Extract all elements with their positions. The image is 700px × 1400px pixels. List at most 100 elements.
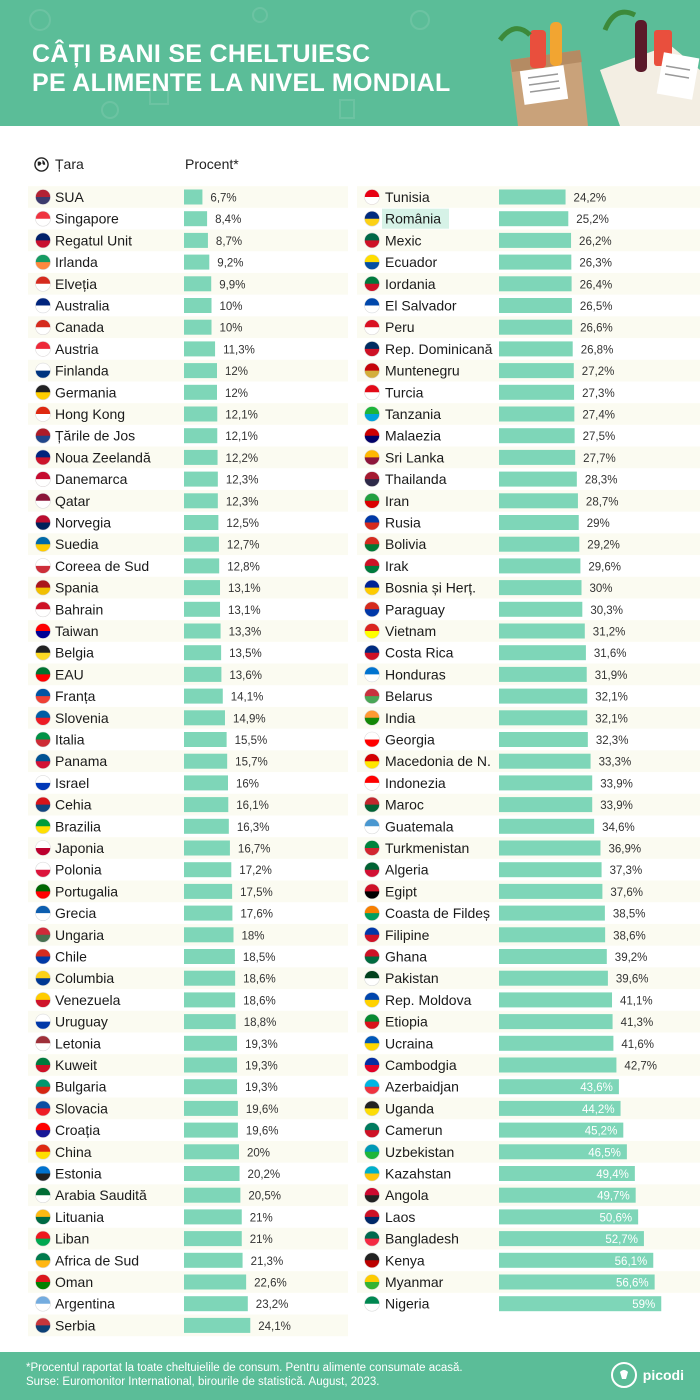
value-label: 17,5% <box>240 887 273 899</box>
flag-icon-lower <box>364 587 380 596</box>
value-bar <box>499 1079 619 1095</box>
country-name: Turcia <box>385 384 424 400</box>
value-label: 33,3% <box>599 757 632 769</box>
value-bar <box>499 905 605 921</box>
country-name: Coasta de Fildeș <box>385 905 490 921</box>
flag-icon-outline <box>35 514 51 531</box>
country-name: Tunisia <box>385 189 430 205</box>
country-name: Peru <box>385 319 415 335</box>
flag-icon-outline <box>364 254 380 270</box>
country-name: Etiopia <box>385 1014 428 1030</box>
value-label: 19,3% <box>245 1039 278 1051</box>
flag-icon-lower <box>364 761 380 769</box>
flag-icon-outline <box>35 427 51 444</box>
flag-icon-outline <box>364 818 380 835</box>
country-name: Letonia <box>55 1035 101 1051</box>
flag-icon-lower <box>364 913 380 921</box>
country-name: Qatar <box>55 493 90 509</box>
flag-icon-lower <box>35 197 51 205</box>
value-bar <box>184 1274 247 1290</box>
value-bar <box>499 471 577 487</box>
footnote: *Procentul raportat la toate cheltuielil… <box>26 1362 463 1374</box>
flag-icon-lower <box>364 457 380 465</box>
country-name: Taiwan <box>55 623 99 639</box>
flag-icon-outline <box>35 644 51 661</box>
flag-icon-lower <box>364 848 380 856</box>
flag-icon-outline <box>35 905 51 921</box>
flag-icon-lower <box>364 1195 380 1203</box>
value-bar <box>184 363 217 379</box>
value-label: 16,1% <box>236 800 269 812</box>
value-label: 29,2% <box>587 540 620 552</box>
value-bar <box>499 1057 617 1073</box>
value-label: 18,6% <box>243 974 276 986</box>
value-bar <box>184 1079 238 1095</box>
flag-icon-lower <box>35 869 51 878</box>
country-name: Portugalia <box>55 883 118 899</box>
value-label: 18,5% <box>243 952 276 964</box>
flag-icon-outline <box>35 926 51 943</box>
value-label: 30% <box>590 583 613 595</box>
flag-icon-outline <box>35 319 51 336</box>
flag-icon-lower <box>364 392 380 400</box>
flag-icon-outline <box>35 1013 51 1030</box>
country-name: Regatul Unit <box>55 232 132 248</box>
country-name: Danemarca <box>55 471 128 487</box>
country-name: Ghana <box>385 949 427 965</box>
value-bar <box>499 862 602 878</box>
country-name: Spania <box>55 580 99 596</box>
country-column-header: Țara <box>34 156 84 172</box>
country-header-label: Țara <box>55 156 84 172</box>
value-label: 34,6% <box>602 822 635 834</box>
flag-icon-outline <box>364 644 380 661</box>
country-name: Camerun <box>385 1122 443 1138</box>
value-label: 12,3% <box>226 496 259 508</box>
value-label: 13,5% <box>229 648 262 660</box>
flag-icon-lower <box>35 240 51 248</box>
value-bar <box>184 623 221 639</box>
value-label: 37,6% <box>610 887 643 899</box>
value-label: 45,2% <box>585 1126 618 1138</box>
flag-icon-lower <box>364 479 380 487</box>
flag-icon-lower <box>364 500 380 509</box>
country-name: Vietnam <box>385 623 436 639</box>
value-label: 22,6% <box>254 1278 287 1290</box>
flag-icon-lower <box>35 565 51 574</box>
value-bar <box>184 818 229 834</box>
value-bar <box>184 1166 240 1181</box>
flag-icon-outline <box>35 753 51 770</box>
country-name: Ucraina <box>385 1035 433 1051</box>
flag-icon-outline <box>35 948 51 965</box>
value-bar <box>499 276 572 292</box>
flag-icon-outline <box>35 1078 51 1095</box>
value-label: 27,7% <box>583 453 616 465</box>
value-label: 28,7% <box>586 496 619 508</box>
country-name: Egipt <box>385 883 417 899</box>
flag-icon-outline <box>364 840 380 856</box>
value-bar <box>184 992 236 1008</box>
value-bar <box>184 862 232 878</box>
header-pattern <box>29 7 430 119</box>
value-label: 32,1% <box>595 692 628 704</box>
flag-icon-outline <box>35 1295 51 1312</box>
value-label: 15,7% <box>235 757 268 769</box>
value-bar <box>184 1057 238 1073</box>
value-label: 25,2% <box>576 214 609 226</box>
country-name: Myanmar <box>385 1274 444 1290</box>
flag-icon-outline <box>35 1209 51 1225</box>
flag-icon-lower <box>35 414 51 422</box>
flag-icon-outline <box>364 1122 380 1138</box>
flag-icon-lower <box>364 999 380 1008</box>
flag-icon-outline <box>364 1295 380 1312</box>
country-name: EAU <box>55 666 84 682</box>
value-bar <box>184 1209 242 1225</box>
footer: *Procentul raportat la toate cheltuielil… <box>0 1352 700 1400</box>
country-name: Brazilia <box>55 818 101 834</box>
value-bar <box>184 710 225 726</box>
country-name: Iran <box>385 493 409 509</box>
value-bar <box>184 905 233 921</box>
value-bar <box>184 1231 242 1247</box>
value-label: 21,3% <box>251 1256 284 1268</box>
country-name: Singapore <box>55 211 119 227</box>
flag-icon-outline <box>35 861 51 878</box>
